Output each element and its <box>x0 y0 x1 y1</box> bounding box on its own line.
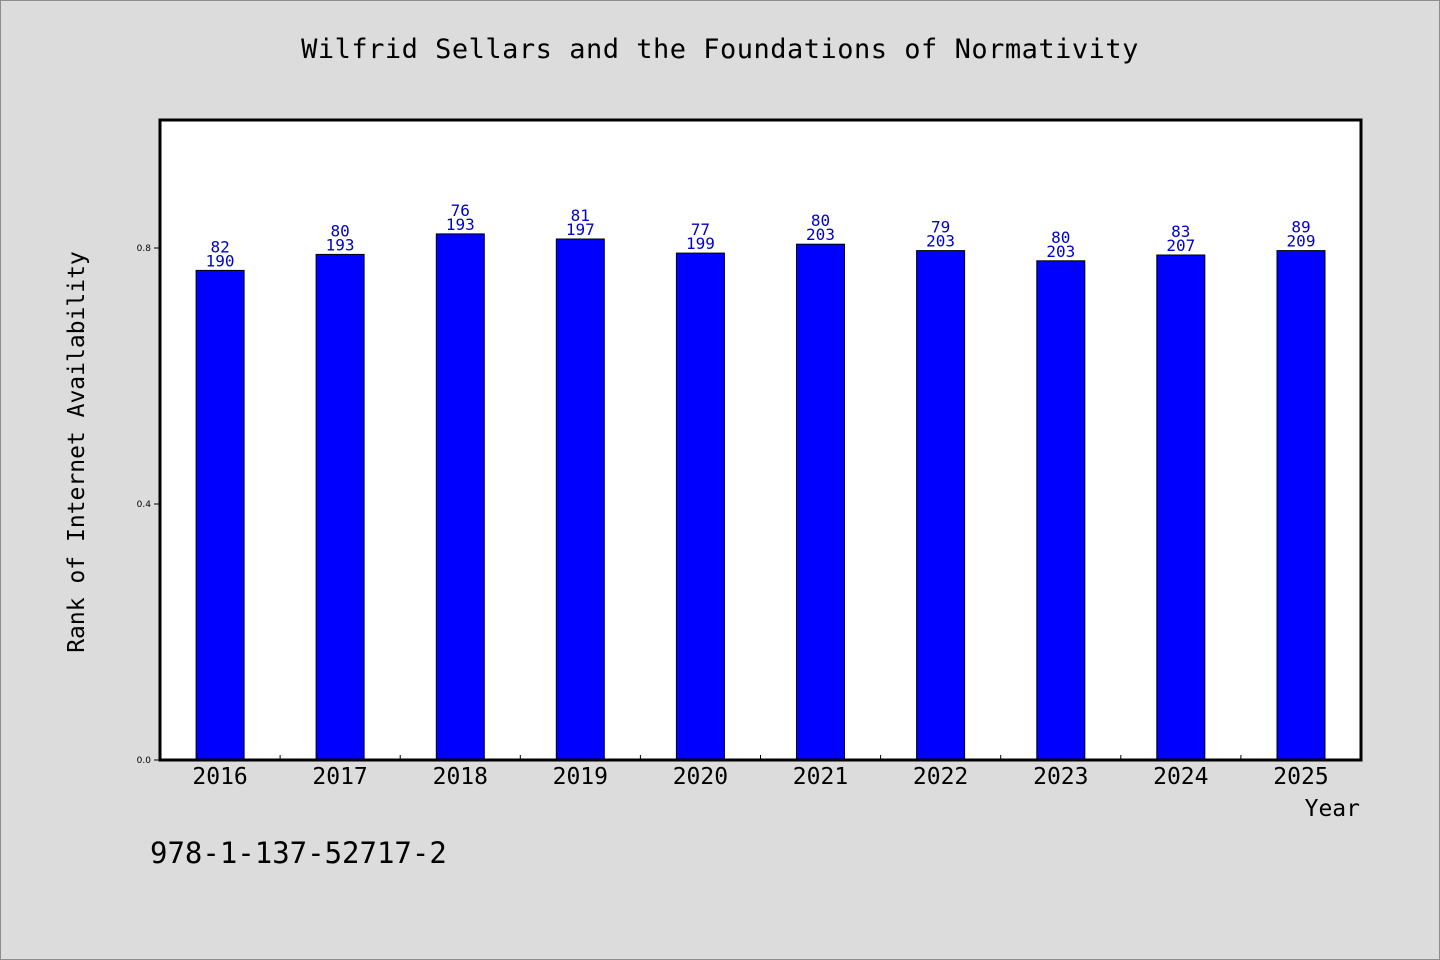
y-tick-label: 0.4 <box>137 500 152 510</box>
bar-2020 <box>675 252 725 761</box>
bar-label-bottom-2018: 193 <box>446 215 475 234</box>
x-tick-label-2016: 2016 <box>192 764 247 790</box>
bar-label-bottom-2025: 209 <box>1287 232 1316 251</box>
bar-label-bottom-2024: 207 <box>1166 236 1195 255</box>
isbn-text: 978-1-137-52717-2 <box>150 836 447 870</box>
chart-title: Wilfrid Sellars and the Foundations of N… <box>301 34 1139 65</box>
bar-label-top-2020: 77 <box>691 220 710 239</box>
bar-label-bottom-2022: 203 <box>926 232 955 251</box>
x-tick-label-2021: 2021 <box>793 764 848 790</box>
y-tick-label: 0.0 <box>137 756 152 766</box>
bar-label-top-2019: 81 <box>571 206 590 225</box>
bar-label-bottom-2016: 190 <box>206 251 235 270</box>
bar-2022 <box>916 250 966 761</box>
x-tick-label-2018: 2018 <box>433 764 488 790</box>
y-ticks-group: 0.0 0.4 0.8 <box>137 244 160 766</box>
bar-label-top-2016: 82 <box>210 237 229 256</box>
bar-2025 <box>1276 250 1326 761</box>
bar-2017 <box>315 253 365 761</box>
bar-2021 <box>796 243 845 761</box>
x-tick-label-2019: 2019 <box>553 764 608 790</box>
bar-2018 <box>435 233 485 761</box>
y-axis-label: Rank of Internet Availability <box>64 251 90 653</box>
bar-label-bottom-2021: 203 <box>806 225 835 244</box>
bar-label-top-2018: 76 <box>451 201 470 220</box>
x-tick-label-2020: 2020 <box>673 764 728 790</box>
x-tick-label-2024: 2024 <box>1153 764 1208 790</box>
bar-label-top-2025: 89 <box>1291 218 1310 237</box>
bar-2019 <box>555 238 605 761</box>
bar-2024 <box>1156 254 1206 761</box>
bar-label-top-2017: 80 <box>330 221 349 240</box>
x-ticks-group: 2016 2017 2018 2019 2020 2021 2022 2023 2024 2025 <box>192 755 1329 790</box>
bar-2016 <box>195 269 245 761</box>
bar-2023 <box>1036 260 1086 761</box>
bar-label-top-2022: 79 <box>931 218 950 237</box>
bar-label-bottom-2023: 203 <box>1046 242 1075 261</box>
bar-label-top-2024: 83 <box>1171 222 1190 241</box>
plot-border <box>158 118 1363 762</box>
bar-label-bottom-2019: 197 <box>566 220 595 239</box>
bars-group <box>195 233 1326 761</box>
x-tick-label-2025: 2025 <box>1273 764 1328 790</box>
bar-label-top-2021: 80 <box>811 211 830 230</box>
x-tick-label-2017: 2017 <box>312 764 367 790</box>
bar-label-bottom-2020: 199 <box>686 234 715 253</box>
y-tick-label: 0.8 <box>137 244 152 254</box>
x-axis-label: Year <box>1304 796 1360 822</box>
x-tick-label-2022: 2022 <box>913 764 968 790</box>
x-tick-label-2023: 2023 <box>1033 764 1088 790</box>
bar-label-bottom-2017: 193 <box>326 235 355 254</box>
bar-label-top-2023: 80 <box>1051 228 1070 247</box>
